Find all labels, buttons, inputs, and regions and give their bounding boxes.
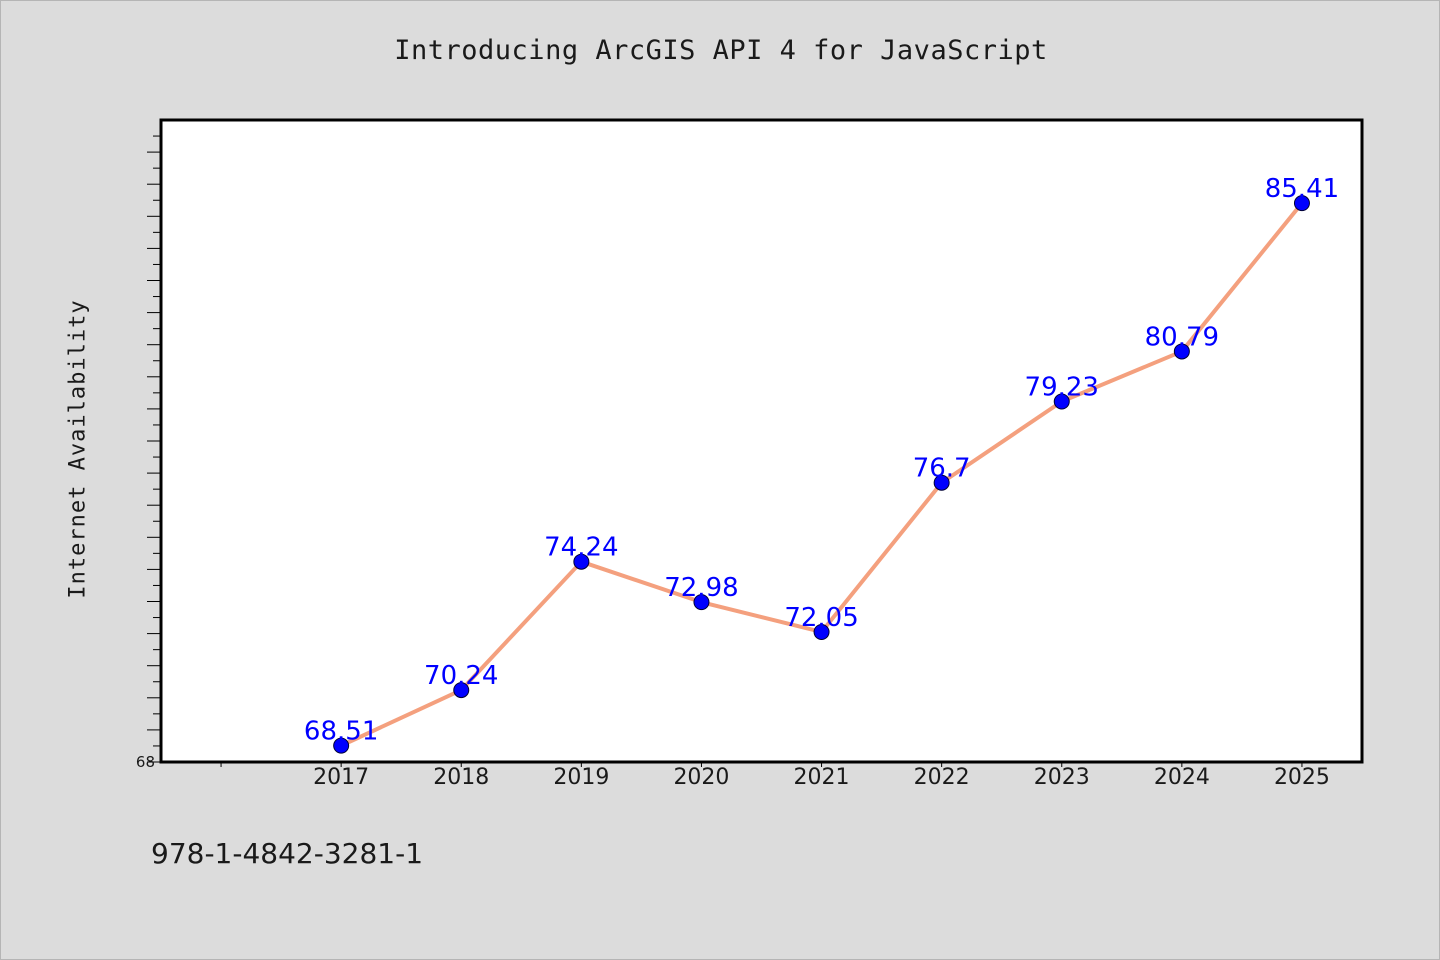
x-tick-label-2025: 2025	[1274, 765, 1330, 790]
data-point-2025	[1293, 195, 1310, 212]
data-label-2022: 76.7	[913, 454, 971, 484]
data-point-2022	[933, 474, 950, 491]
y-tick-label: 68	[136, 753, 155, 771]
x-tick-label-2022: 2022	[914, 765, 970, 790]
data-point-2017	[333, 737, 350, 754]
x-axis-ticks: 2017 2018 2019 2020 2021 2022 2023 2024 2025	[220, 762, 1330, 790]
data-label-2024: 80.79	[1145, 322, 1219, 352]
x-tick-label-2018: 2018	[433, 765, 489, 790]
x-tick-label-2024: 2024	[1154, 765, 1210, 790]
x-tick-label-2023: 2023	[1034, 765, 1090, 790]
data-labels-group: 68.51 70.24 74.24 72.98 72.05 76.7 79.23 80.79 8…	[304, 174, 1339, 746]
data-point-2019	[573, 553, 590, 570]
data-label-2017: 68.51	[304, 717, 378, 747]
data-label-2021: 72.05	[784, 603, 858, 633]
data-point-2020	[693, 594, 710, 611]
data-label-2025: 85.41	[1265, 174, 1339, 204]
chart-title: Introducing ArcGIS API 4 for JavaScript	[394, 35, 1048, 66]
plot-area	[159, 118, 1364, 764]
data-label-2018: 70.24	[424, 661, 498, 691]
data-label-2020: 72.98	[664, 573, 738, 603]
x-tick-label-2020: 2020	[673, 765, 729, 790]
y-axis-ticks: 68	[136, 135, 161, 771]
data-point-2024	[1173, 343, 1190, 360]
x-tick-label-2017: 2017	[313, 765, 369, 790]
x-tick-label-2021: 2021	[794, 765, 850, 790]
data-label-2023: 79.23	[1025, 373, 1099, 403]
data-point-2018	[453, 682, 470, 699]
data-label-2019: 74.24	[544, 533, 618, 563]
series-group	[333, 195, 1310, 754]
data-point-2023	[1053, 393, 1070, 410]
footer-isbn: 978-1-4842-3281-1	[151, 837, 424, 870]
x-tick-label-2019: 2019	[553, 765, 609, 790]
data-point-2021	[813, 623, 830, 640]
